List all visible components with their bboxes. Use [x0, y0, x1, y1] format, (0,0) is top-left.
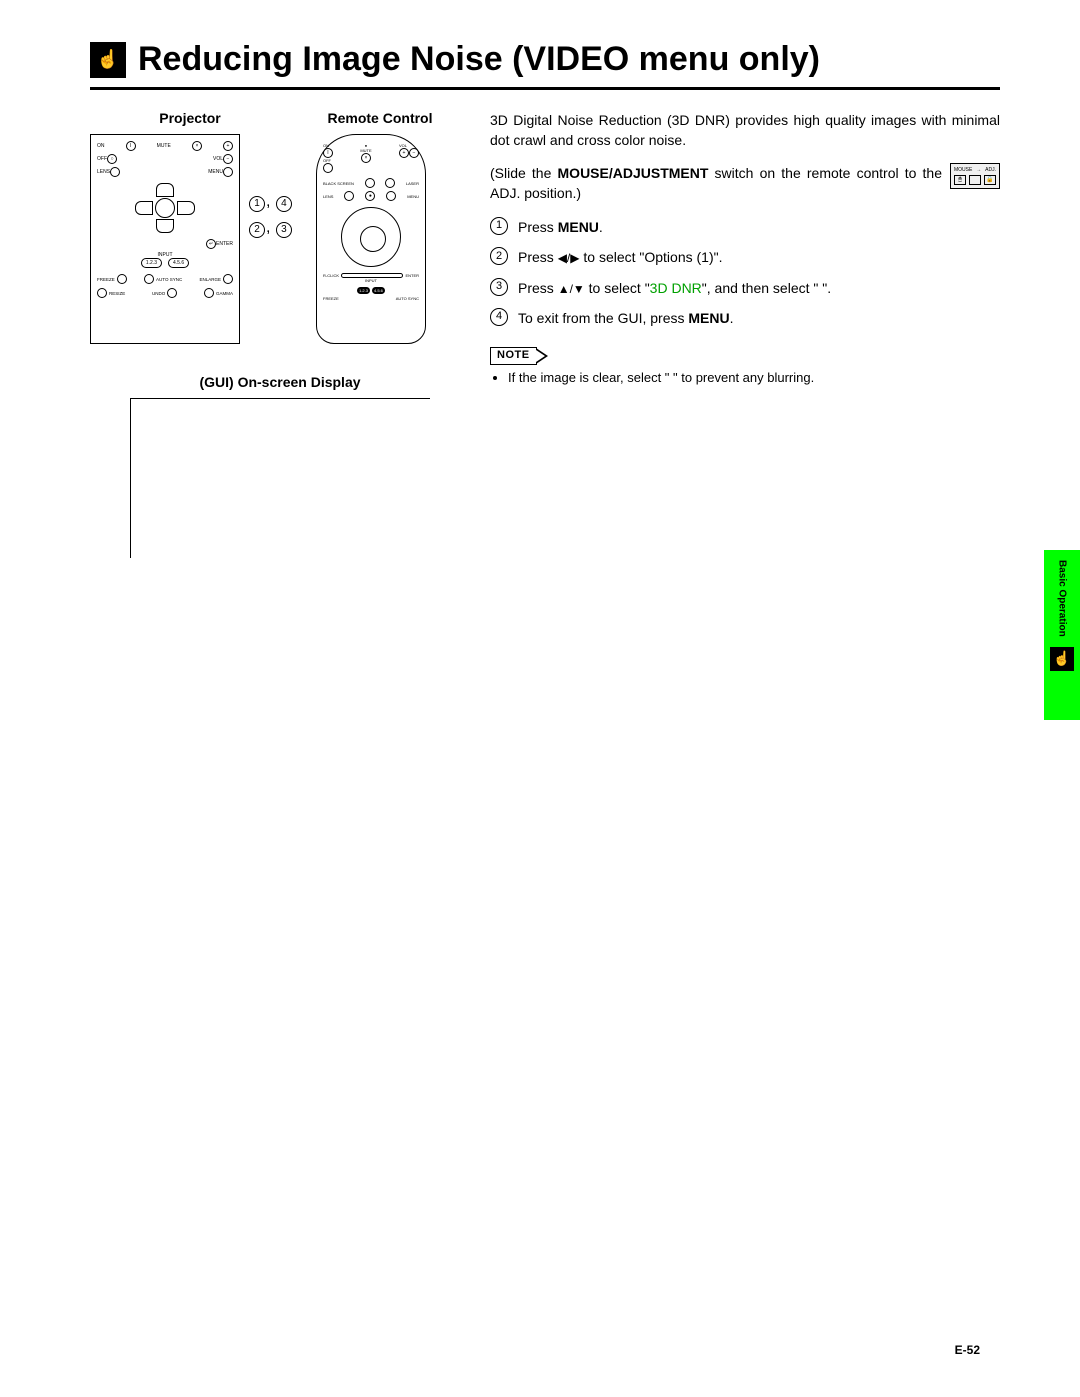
proj-enter-label: ENTER — [216, 241, 233, 247]
step-2-text: Press ◀/▶ to select "Options (1)". — [518, 247, 1000, 267]
adj-icon: 🔒 — [984, 175, 996, 185]
note-badge: NOTE — [490, 347, 548, 365]
rem-menu-button — [386, 191, 396, 201]
step-number-3: 3 — [490, 278, 508, 296]
rem-mute-button: × — [361, 153, 371, 163]
rem-laser-label: LASER — [406, 181, 419, 186]
proj-lens-label: LENS — [97, 169, 110, 175]
remote-label: Remote Control — [290, 110, 470, 126]
proj-freeze-label: FREEZE — [97, 277, 115, 282]
proj-gamma-button — [204, 288, 214, 298]
intro-text: 3D Digital Noise Reduction (3D DNR) prov… — [490, 110, 1000, 151]
proj-autosync-label: AUTO SYNC — [156, 277, 182, 282]
callout-3: 3 — [276, 222, 292, 238]
callout-2: 2 — [249, 222, 265, 238]
projector-label: Projector — [90, 110, 290, 126]
rem-wheel — [341, 207, 401, 267]
proj-undo-button — [167, 288, 177, 298]
callout-1: 1 — [249, 196, 265, 212]
rem-freeze-label: FREEZE — [323, 296, 339, 301]
proj-resize-button — [97, 288, 107, 298]
mouse-adj-switch-icon: MOUSE → ADJ. 🖱 🔒 — [950, 163, 1000, 189]
proj-gamma-label: GAMMA — [216, 291, 233, 296]
step-number-4: 4 — [490, 308, 508, 326]
rem-voldown-button: − — [409, 148, 419, 158]
rem-laser-button — [385, 178, 395, 188]
steps-list: 1 Press MENU. 2 Press ◀/▶ to select "Opt… — [490, 217, 1000, 328]
rem-volup-button: + — [399, 148, 409, 158]
gui-display-label: (GUI) On-screen Display — [90, 374, 470, 390]
rem-black-label: BLACK SCREEN — [323, 181, 354, 186]
rem-enter-label: ENTER — [405, 273, 419, 278]
proj-autosync-button — [144, 274, 154, 284]
proj-on-label: ON — [97, 143, 105, 149]
proj-freeze-button — [117, 274, 127, 284]
page-title: Reducing Image Noise (VIDEO menu only) — [138, 40, 820, 79]
adj-label: ADJ. — [985, 167, 996, 174]
left-right-arrows-icon: ◀/▶ — [558, 251, 580, 265]
rem-input-123: 1.2.3 — [357, 287, 370, 294]
proj-mute-label: MUTE — [157, 143, 171, 149]
rem-autosync-label: AUTO SYNC — [396, 296, 419, 301]
rem-off-button — [323, 163, 333, 173]
proj-off-button: ○ — [107, 154, 117, 164]
rem-on-button: I — [323, 148, 333, 158]
proj-vol-label: VOL — [213, 156, 223, 162]
mouse-icon: 🖱 — [954, 175, 966, 185]
rem-menu-label: MENU — [407, 194, 419, 199]
proj-menu-label: MENU — [208, 169, 223, 175]
step-4-text: To exit from the GUI, press MENU. — [518, 308, 1000, 328]
title-icon: ☝ — [90, 42, 126, 78]
proj-undo-label: UNDO — [152, 291, 165, 296]
side-tab: Basic Operation ☝ — [1044, 550, 1080, 720]
proj-input-123: 1.2.3 — [141, 258, 162, 268]
proj-voldown-button: − — [223, 154, 233, 164]
up-down-arrows-icon: ▲/▼ — [558, 282, 585, 296]
note-label: NOTE — [490, 347, 537, 365]
step-number-2: 2 — [490, 247, 508, 265]
page-number: E-52 — [955, 1343, 980, 1357]
projector-diagram: ON I MUTE × + OFF ○ VOL − LENS — [90, 134, 240, 344]
rem-black-button — [365, 178, 375, 188]
remote-diagram: ONIOFF ●MUTE× VOL+− BLACK SCREEN LASER L… — [316, 134, 426, 344]
rem-lens-button — [344, 191, 354, 201]
proj-lens-button — [110, 167, 120, 177]
rem-rclick-label: R-CLICK — [323, 273, 339, 278]
step-number-1: 1 — [490, 217, 508, 235]
rem-lens-label: LENS — [323, 194, 333, 199]
note-arrow-icon — [536, 348, 548, 364]
proj-off-label: OFF — [97, 156, 107, 162]
mouse-label: MOUSE — [954, 167, 972, 174]
proj-on-button: I — [126, 141, 136, 151]
gui-display-box — [130, 398, 430, 558]
callout-4: 4 — [276, 196, 292, 212]
step-3-text: Press ▲/▼ to select "3D DNR", and then s… — [518, 278, 1000, 298]
proj-input-456: 4.5.6 — [168, 258, 189, 268]
proj-menu-button — [223, 167, 233, 177]
rem-center-button: ● — [365, 191, 375, 201]
proj-enlarge-label: ENLARGE — [199, 277, 221, 282]
side-tab-icon: ☝ — [1050, 647, 1074, 671]
switch-mid-icon — [969, 175, 981, 185]
proj-enlarge-button — [223, 274, 233, 284]
proj-volup-button: + — [223, 141, 233, 151]
green-3d-dnr: 3D DNR — [650, 280, 702, 296]
step-1-text: Press MENU. — [518, 217, 1000, 237]
note-bullet: If the image is clear, select " " to pre… — [508, 369, 1000, 388]
callout-labels: 1, 4 2, 3 — [248, 134, 308, 240]
proj-enter-button: ↵ — [206, 239, 216, 249]
slide-instruction: (Slide the MOUSE/ADJUSTMENT switch on th… — [490, 163, 942, 204]
proj-resize-label: RESIZE — [109, 291, 125, 296]
rem-input-label: INPUT — [323, 278, 419, 283]
proj-mute-button: × — [192, 141, 202, 151]
side-tab-text: Basic Operation — [1057, 560, 1068, 637]
page-title-row: ☝ Reducing Image Noise (VIDEO menu only) — [90, 40, 1000, 90]
proj-dpad — [135, 183, 195, 233]
rem-input-456: 4.5.6 — [372, 287, 385, 294]
